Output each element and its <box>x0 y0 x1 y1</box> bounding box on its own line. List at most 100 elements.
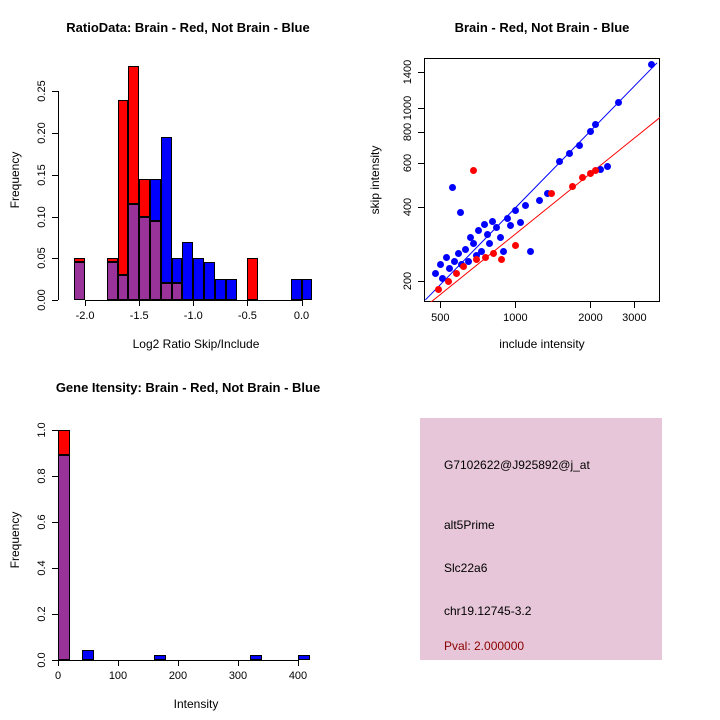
scatter-point-red <box>460 262 468 270</box>
y-tick <box>52 300 58 301</box>
y-tick <box>52 216 58 218</box>
y-tick-label: 200 <box>402 272 414 291</box>
hist-bar-segment <box>128 66 140 205</box>
x-tick-label: 1000 <box>503 312 528 324</box>
hist-bar-segment <box>298 655 310 660</box>
scatter-point-blue <box>474 227 482 235</box>
scatter-point-blue <box>443 253 451 261</box>
y-tick-label: 1000 <box>402 96 414 121</box>
probe-id-text: G7102622@J925892@j_at <box>444 458 590 472</box>
chart-title: Brain - Red, Not Brain - Blue <box>454 20 630 35</box>
plot-box <box>424 58 660 302</box>
scatter-point-blue <box>465 258 473 266</box>
hist-bar-overlap <box>128 204 140 300</box>
y-tick <box>52 521 58 523</box>
hist-bar-segment <box>290 279 302 300</box>
x-tick <box>118 660 119 666</box>
info-box: G7102622@J925892@j_at alt5Prime Slc22a6 … <box>420 418 662 660</box>
hist-bar-segment <box>225 279 237 300</box>
scatter-point-blue <box>493 224 501 232</box>
x-tick <box>178 660 179 666</box>
scatter-point-blue <box>507 222 515 230</box>
scatter-point-blue <box>504 214 512 222</box>
scatter-point-blue <box>473 251 481 259</box>
scatter-point-blue <box>449 183 457 191</box>
scatter-point-red <box>578 174 586 182</box>
y-tick-label: 0.4 <box>36 560 48 576</box>
hist-bar-segment <box>74 258 86 263</box>
scatter-point-blue <box>597 166 605 174</box>
panel-gene-info: G7102622@J925892@j_at alt5Prime Slc22a6 … <box>360 360 720 720</box>
scatter-point-blue <box>480 220 488 228</box>
x-tick-label: 100 <box>108 670 128 682</box>
y-tick-label: 0.15 <box>36 164 48 186</box>
y-axis-label: Frequency <box>8 151 22 209</box>
scatter-point-blue <box>477 247 485 255</box>
y-tick <box>418 108 424 110</box>
hist-bar-overlap <box>106 262 118 300</box>
panel-ratio-histogram: RatioData: Brain - Red, Not Brain - Blue… <box>0 0 360 360</box>
scatter-point-blue <box>586 127 594 135</box>
scatter-point-blue <box>454 249 462 257</box>
locus-text: chr19.12745-3.2 <box>444 604 532 618</box>
scatter-point-red <box>482 253 490 261</box>
y-tick <box>52 258 58 260</box>
x-tick <box>301 300 303 306</box>
hist-bar-segment <box>106 258 118 263</box>
y-tick <box>52 567 58 569</box>
hist-bar-segment <box>160 137 172 284</box>
scatter-point-red <box>569 182 577 190</box>
x-tick <box>634 302 636 308</box>
scatter-point-blue <box>436 260 444 268</box>
x-tick <box>515 302 517 308</box>
hist-bar-overlap <box>160 283 172 300</box>
y-tick-label: 400 <box>402 197 414 217</box>
x-tick-label: 0 <box>54 670 62 682</box>
y-axis-label: skip intensity <box>368 145 382 215</box>
x-tick-label: 300 <box>228 670 248 682</box>
scatter-point-blue <box>522 202 530 210</box>
hist-bar-segment <box>193 258 205 300</box>
y-tick-label: 0.8 <box>36 467 48 484</box>
y-tick <box>52 429 58 431</box>
y-tick-label: 0.20 <box>36 122 48 144</box>
x-tick-label: 2000 <box>578 312 603 324</box>
y-tick-label: 800 <box>402 123 414 142</box>
hist-bar-segment <box>154 655 166 660</box>
y-tick-label: 0.2 <box>36 606 48 622</box>
y-tick-label: 600 <box>402 154 414 173</box>
scatter-point-blue <box>544 189 552 197</box>
x-axis-label: include intensity <box>499 337 585 351</box>
x-tick-label: 0.0 <box>293 310 310 322</box>
scatter-point-red <box>511 241 519 249</box>
scatter-point-blue <box>575 141 583 149</box>
x-tick <box>440 302 442 308</box>
y-tick <box>418 163 424 165</box>
y-tick <box>418 132 424 134</box>
hist-bar-overlap <box>139 216 150 300</box>
x-axis-label: Log2 Ratio Skip/Include <box>132 337 260 351</box>
scatter-point-blue <box>451 258 459 266</box>
x-tick-label: 3000 <box>622 312 647 324</box>
x-tick <box>298 660 299 666</box>
panel-gene-intensity-histogram: Gene Itensity: Brain - Red, Not Brain - … <box>0 360 360 720</box>
fit-line-red <box>430 117 660 302</box>
hist-bar-segment <box>301 279 313 300</box>
y-tick-label: 0.0 <box>36 652 48 668</box>
y-axis-line <box>58 91 59 300</box>
scatter-point-blue <box>647 61 655 69</box>
hist-bar-segment <box>204 262 215 300</box>
hist-bar-segment <box>171 258 183 284</box>
scatter-point-blue <box>489 217 497 225</box>
y-tick <box>52 133 58 135</box>
scatter-point-blue <box>470 239 478 247</box>
x-tick <box>58 660 59 666</box>
scatter-point-blue <box>446 265 454 273</box>
hist-bar-segment <box>117 99 129 275</box>
y-axis-label: Frequency <box>8 511 22 569</box>
x-tick <box>247 300 249 306</box>
scatter-point-blue <box>604 162 612 170</box>
hist-bar-segment <box>82 649 94 660</box>
scatter-point-red <box>586 170 594 178</box>
